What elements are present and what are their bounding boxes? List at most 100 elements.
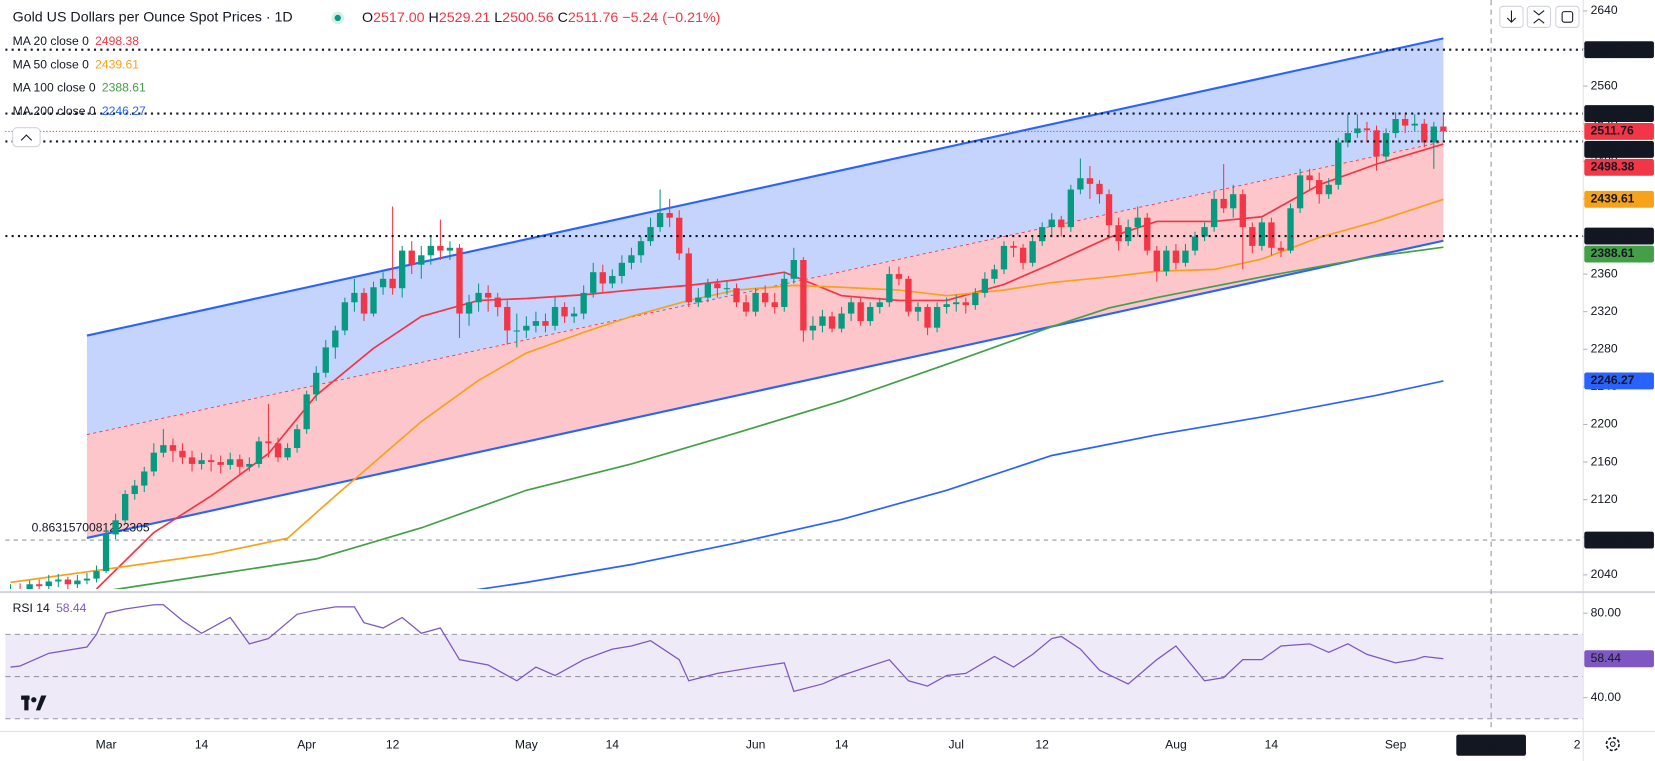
y-tick-label: 2040 bbox=[1591, 567, 1618, 581]
price-tag-label: 2400.42 bbox=[1591, 228, 1635, 242]
candle-body bbox=[819, 316, 826, 326]
candle-body bbox=[1000, 245, 1008, 270]
x-tick-label: 12 bbox=[1035, 737, 1049, 751]
candle-body bbox=[742, 302, 750, 312]
price-tag bbox=[1584, 372, 1654, 390]
candle-body bbox=[1210, 198, 1218, 228]
candle-body bbox=[676, 217, 683, 254]
candle-body bbox=[494, 297, 501, 307]
reset-button[interactable] bbox=[1555, 5, 1580, 28]
candle-body bbox=[246, 463, 253, 467]
candle-body bbox=[761, 292, 769, 303]
legend-entry: MA 200 close 0 2246.27 bbox=[13, 104, 146, 118]
legend: MA 20 close 0 2498.38 MA 50 close 0 2439.61… bbox=[13, 34, 146, 615]
candle-body bbox=[771, 302, 778, 307]
channel-lower bbox=[86, 239, 1444, 539]
x-tick-label: Aug bbox=[1165, 737, 1187, 751]
y-tick-label: 2360 bbox=[1591, 266, 1618, 280]
candle-body bbox=[332, 330, 339, 348]
settings-button[interactable] bbox=[1605, 736, 1620, 752]
candle-body bbox=[637, 241, 645, 256]
candle-body bbox=[943, 304, 950, 307]
candle-body bbox=[895, 274, 903, 279]
candle-body bbox=[293, 429, 301, 448]
collapse-button[interactable] bbox=[12, 127, 41, 148]
candle-body bbox=[704, 283, 712, 298]
candle-body bbox=[1430, 126, 1437, 143]
price-tag-label: 2501.15 bbox=[1591, 142, 1635, 156]
candle-body bbox=[389, 278, 396, 289]
candle-body bbox=[532, 321, 540, 326]
x-tick-label: May bbox=[515, 737, 539, 751]
gear-icon bbox=[1605, 736, 1620, 752]
candle-body bbox=[953, 302, 960, 305]
logo-part bbox=[31, 697, 37, 703]
candle-body bbox=[1316, 180, 1323, 195]
legend-value: 2388.61 bbox=[102, 81, 146, 95]
candle-body bbox=[790, 259, 797, 279]
candle-body bbox=[1077, 178, 1084, 190]
candle-body bbox=[723, 288, 731, 290]
candle-body bbox=[446, 247, 454, 251]
price-pane: 0.8631570081222305 bbox=[5, 37, 1584, 589]
chart-title: Gold US Dollars per Ounce Spot Prices · … bbox=[13, 10, 293, 26]
legend-value: 2439.61 bbox=[95, 58, 139, 72]
candle-body bbox=[1392, 119, 1399, 134]
candle-body bbox=[1335, 142, 1342, 185]
candle-body bbox=[188, 457, 196, 464]
legend-entry: MA 50 close 0 2439.61 bbox=[13, 58, 140, 72]
rsi-line bbox=[10, 604, 1444, 693]
ohlc-key: H bbox=[429, 10, 439, 26]
candle-body bbox=[418, 255, 425, 265]
candle-body bbox=[427, 245, 435, 256]
legend-name: MA 50 close 0 bbox=[13, 58, 89, 72]
candle-body bbox=[64, 579, 72, 585]
x-tick-label: 2 bbox=[1574, 737, 1581, 751]
candle-body bbox=[628, 255, 635, 263]
candle-body bbox=[590, 272, 597, 293]
crosshair-tag bbox=[1456, 734, 1526, 756]
status-dot bbox=[334, 14, 341, 22]
candle-body bbox=[933, 306, 941, 328]
candle-body bbox=[1258, 222, 1266, 246]
candle-body bbox=[1220, 198, 1227, 209]
candle-body bbox=[112, 520, 119, 535]
logo-part bbox=[35, 695, 47, 711]
ohlc-key: L bbox=[494, 10, 502, 26]
candle-body bbox=[580, 292, 587, 314]
ohlc-key: C bbox=[558, 10, 568, 26]
channel-fill bbox=[86, 141, 1444, 538]
price-tag-label: 2598.70 bbox=[1591, 42, 1635, 56]
candle-body bbox=[876, 302, 883, 307]
candle-body bbox=[1239, 194, 1246, 228]
axes: 2040208021202160220022402280232023602400… bbox=[96, 0, 1654, 756]
maximize-button[interactable] bbox=[1526, 5, 1552, 28]
candle-body bbox=[1058, 219, 1065, 228]
candle-body bbox=[542, 321, 549, 326]
candle-body bbox=[370, 287, 377, 314]
candle-body bbox=[800, 259, 807, 331]
candle-body bbox=[551, 306, 559, 326]
rsi-tag bbox=[1584, 650, 1654, 668]
x-tick-label: Sep bbox=[1385, 737, 1407, 751]
candle-body bbox=[408, 250, 415, 265]
candle-body bbox=[752, 292, 759, 312]
ohlc-value: 2511.76 bbox=[568, 10, 618, 26]
legend-value: 58.44 bbox=[56, 601, 87, 615]
candle-body bbox=[141, 471, 148, 486]
candle-body bbox=[609, 275, 616, 284]
logo-part bbox=[24, 695, 29, 711]
candle-body bbox=[1325, 184, 1332, 195]
ma-line bbox=[112, 246, 1444, 589]
candle-body bbox=[809, 325, 817, 331]
ma-line bbox=[10, 198, 1444, 584]
candle-body bbox=[867, 306, 874, 322]
candle-body bbox=[513, 330, 520, 332]
candle-body bbox=[322, 347, 329, 373]
y-tick-label: 2280 bbox=[1591, 341, 1618, 355]
toolbar bbox=[1499, 5, 1580, 28]
candle-body bbox=[150, 452, 157, 472]
candle-body bbox=[1382, 133, 1390, 157]
